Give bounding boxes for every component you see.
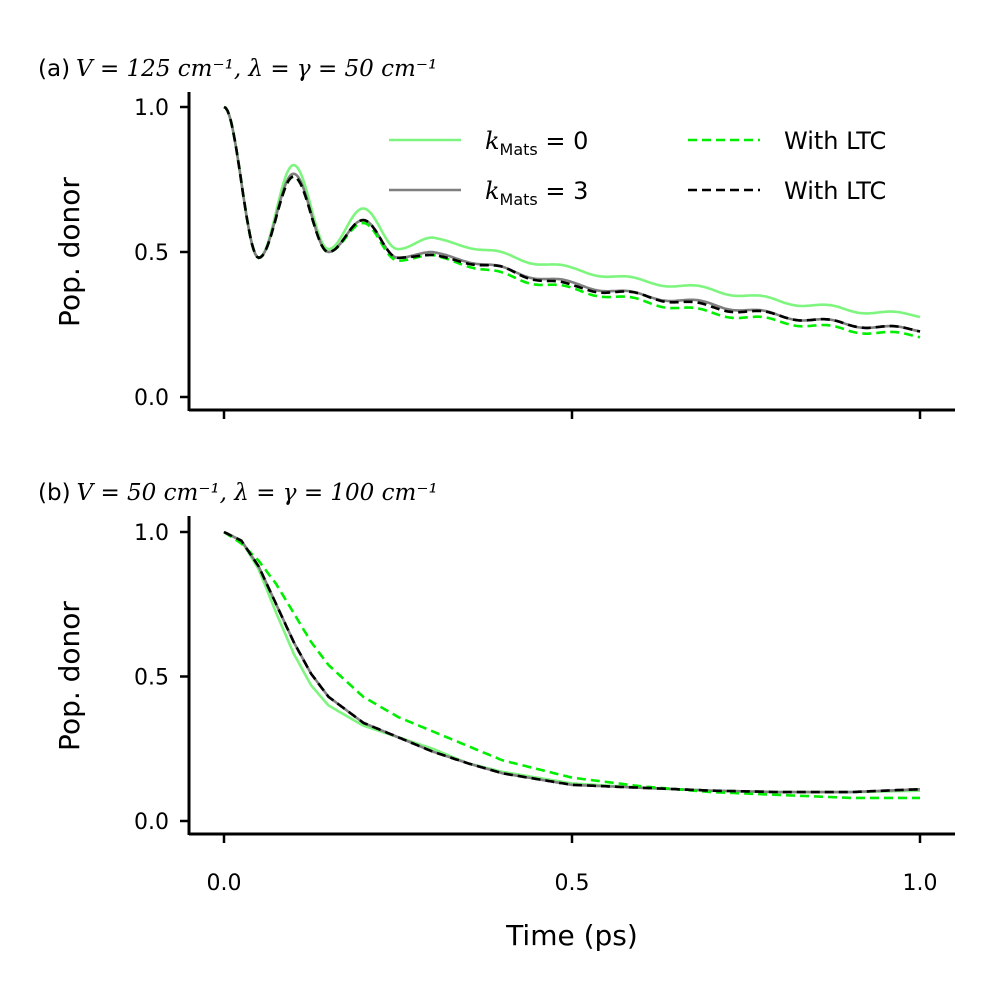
panel-a-y-axis-label: Pop. donor xyxy=(53,177,86,327)
legend-label: With LTC xyxy=(784,177,886,205)
panel-b-x-ticks: 0.0 0.5 1.0 xyxy=(207,834,938,896)
legend-label: kMats = 0 xyxy=(485,127,588,159)
panel-b-y-axis-label: Pop. donor xyxy=(53,601,86,751)
panel-b-plot-area xyxy=(223,530,921,800)
y-tick-label: 0.0 xyxy=(134,810,169,835)
y-tick-label: 1.0 xyxy=(134,521,169,546)
legend-label: With LTC xyxy=(784,127,886,155)
legend-label: kMats = 3 xyxy=(485,177,588,209)
panel-b-x-axis-label: Time (ps) xyxy=(505,919,638,952)
panel-a-y-ticks: 0.0 0.5 1.0 xyxy=(134,96,189,411)
panel-b: (b) V = 50 cm⁻¹, λ = γ = 100 cm⁻¹ 0.0 0.5 1… xyxy=(38,480,955,952)
x-tick-label: 0.0 xyxy=(207,871,242,896)
series-line-3 xyxy=(223,530,921,794)
x-tick-label: 0.5 xyxy=(555,871,590,896)
series-line-0 xyxy=(223,105,921,319)
panel-a-x-ticks xyxy=(222,410,922,419)
series-line-0 xyxy=(223,530,920,794)
series-line-1 xyxy=(223,530,921,794)
x-tick-label: 1.0 xyxy=(903,871,938,896)
series-line-1 xyxy=(223,105,921,333)
legend: kMats = 0 kMats = 3 With LTC With LTC xyxy=(389,127,886,209)
y-tick-label: 1.0 xyxy=(134,96,169,121)
y-tick-label: 0.0 xyxy=(134,386,169,411)
panel-a-title: (a) V = 125 cm⁻¹, λ = γ = 50 cm⁻¹ xyxy=(38,56,437,82)
y-tick-label: 0.5 xyxy=(134,666,169,691)
panel-b-y-ticks: 0.0 0.5 1.0 xyxy=(134,521,189,835)
series-line-2 xyxy=(223,530,920,800)
panel-a: (a) V = 125 cm⁻¹, λ = γ = 50 cm⁻¹ 0.0 0.5 1… xyxy=(38,56,955,419)
panel-b-title: (b) V = 50 cm⁻¹, λ = γ = 100 cm⁻¹ xyxy=(38,480,438,506)
y-tick-label: 0.5 xyxy=(134,241,169,266)
panel-a-plot-area xyxy=(223,105,921,339)
